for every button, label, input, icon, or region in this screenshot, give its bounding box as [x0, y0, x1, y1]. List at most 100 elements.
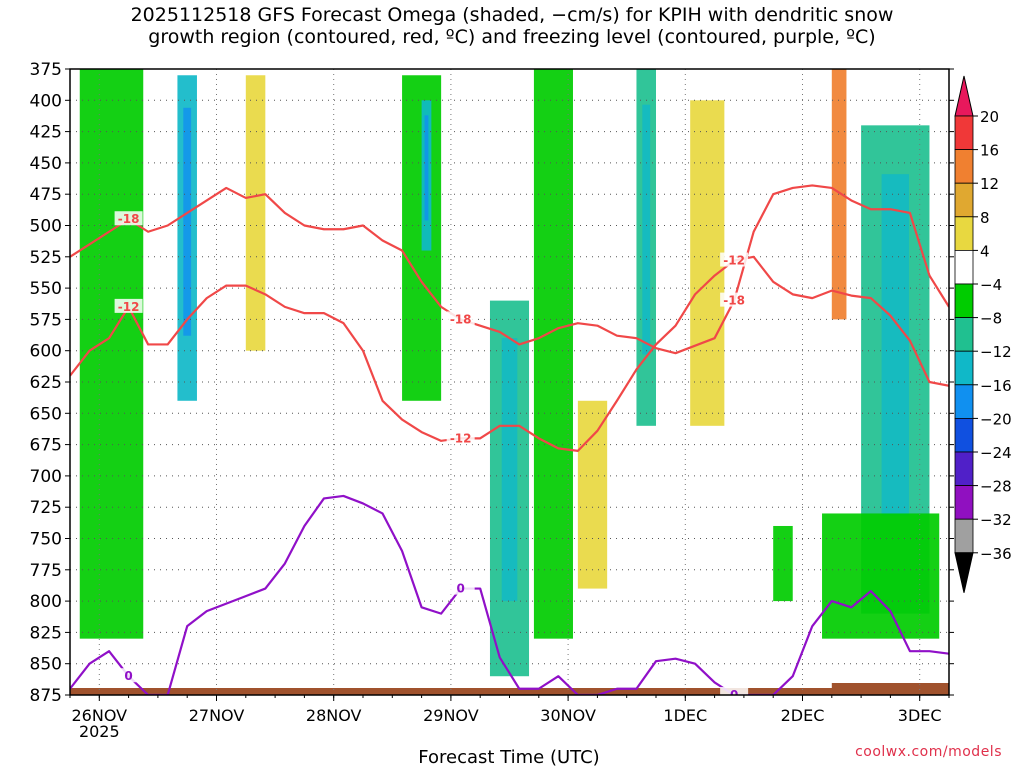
colorbar-swatch-1: [954, 115, 974, 150]
omega-core-4: [424, 115, 429, 221]
contour-purple-0: [70, 494, 949, 695]
colorbar-label: −36: [980, 545, 1012, 563]
y-tick-label: 750: [30, 530, 62, 550]
omega-core-8: [642, 104, 651, 355]
x-tick-label: 27NOV: [189, 706, 245, 725]
colorbar-label: −32: [980, 511, 1012, 529]
omega-shading: [79, 69, 940, 677]
x-axis-label: Forecast Time (UTC): [418, 747, 599, 768]
y-tick-label: 550: [30, 279, 62, 299]
colorbar-label: 12: [980, 175, 999, 193]
colorbar-label: −20: [980, 410, 1012, 428]
colorbar-label: −12: [980, 343, 1012, 361]
y-tick-label: 400: [30, 91, 62, 111]
title-line-2: growth region (contoured, red, ºC) and f…: [148, 26, 876, 48]
x-tick-label: 30NOV: [540, 706, 596, 725]
terrain-layer: [70, 683, 949, 695]
grid-lines: [70, 69, 949, 695]
omega-region-6: [533, 69, 573, 639]
y-tick-label: 675: [30, 436, 62, 456]
y-tick-label: 375: [30, 60, 62, 80]
y-tick-label: 475: [30, 185, 62, 205]
contour-label--18: -18: [723, 294, 745, 308]
contour-label-bg: [720, 292, 749, 307]
y-tick-label: 425: [30, 123, 62, 143]
colorbar-label: 4: [980, 242, 990, 260]
contour-label-bg: [114, 211, 143, 226]
omega-region-10: [773, 525, 793, 602]
y-tick-label: 800: [30, 592, 62, 612]
omega-region-0: [79, 69, 144, 639]
colorbar-swatch-5: [954, 249, 974, 285]
x-sublabel: 2025: [79, 722, 120, 741]
contour-label-0: 0: [730, 688, 738, 702]
omega-region-2: [245, 75, 266, 351]
colorbar-swatch-7: [954, 317, 974, 352]
colorbar-label: −4: [980, 276, 1002, 294]
colorbar-swatch-11: [954, 451, 974, 486]
colorbar-label: 20: [980, 108, 999, 126]
credit-text: coolwx.com/models: [855, 744, 1002, 760]
contour-label-bg: [446, 311, 475, 326]
x-tick-label: 1DEC: [663, 706, 707, 725]
colorbar-swatch-12: [954, 485, 974, 520]
x-tick-label: 3DEC: [898, 706, 942, 725]
y-tick-label: 850: [30, 655, 62, 675]
axes: 375 400 425 450 475 500 525 550 575 600 625 650 675 7…: [30, 60, 954, 741]
y-tick-label: 450: [30, 154, 62, 174]
contour-label--12: -12: [118, 300, 140, 314]
omega-region-13: [822, 513, 940, 639]
ground-terrain: [70, 688, 949, 695]
y-tick-label: 825: [30, 623, 62, 643]
y-tick-label: 600: [30, 342, 62, 362]
colorbar-top-arrow: [954, 75, 974, 117]
contour-label-0: 0: [124, 669, 132, 683]
y-tick-label: 650: [30, 404, 62, 424]
colorbar-label: −24: [980, 444, 1012, 462]
x-tick-label: 29NOV: [423, 706, 479, 725]
x-tick-label: 28NOV: [306, 706, 362, 725]
colorbar-swatch-2: [954, 149, 974, 184]
x-tick-label: 2DEC: [781, 706, 825, 725]
omega-region-11: [831, 69, 847, 320]
colorbar-swatch-6: [954, 283, 974, 318]
chart-title: 2025112518 GFS Forecast Omega (shaded, −…: [0, 4, 1024, 48]
contour-label-bg: [446, 580, 475, 595]
colorbar-label: −16: [980, 377, 1012, 395]
omega-core-1: [183, 107, 192, 336]
y-tick-label: 700: [30, 467, 62, 487]
colorbar-swatch-4: [954, 216, 974, 251]
y-tick-label: 525: [30, 248, 62, 268]
y-tick-label: 500: [30, 217, 62, 237]
contour-label-bg: [720, 252, 749, 267]
colorbar: 20 16 12 8 4 −4 −8 −12 −16 −20 −24 −28 −32 −36: [954, 75, 1012, 593]
contour-label--12: -12: [450, 431, 472, 445]
ground-terrain-rise: [831, 683, 949, 695]
omega-region-7: [577, 400, 608, 589]
colorbar-label: 16: [980, 142, 999, 160]
colorbar-swatch-10: [954, 417, 974, 453]
colorbar-label: −8: [980, 310, 1002, 328]
omega-region-9: [690, 100, 725, 426]
colorbar-swatch-3: [954, 182, 974, 218]
contour-label-0: 0: [456, 582, 464, 596]
y-tick-label: 725: [30, 498, 62, 518]
contour-label-bg: [114, 668, 143, 683]
contour-label-bg: [720, 687, 749, 695]
contour-red--12: [70, 255, 949, 452]
colorbar-label: 8: [980, 209, 990, 227]
colorbar-bottom-arrow: [954, 552, 974, 593]
colorbar-swatch-9: [954, 384, 974, 419]
y-tick-label: 625: [30, 373, 62, 393]
omega-core-12: [881, 174, 909, 516]
contour-red--18: [70, 184, 949, 355]
colorbar-swatch-13: [954, 518, 974, 554]
y-tick-label: 875: [30, 686, 62, 706]
contour-label-bg: [114, 298, 143, 313]
y-tick-label: 575: [30, 310, 62, 330]
colorbar-label: −28: [980, 478, 1012, 496]
contour-label--12: -12: [723, 254, 745, 268]
contour-label-bg: [446, 430, 475, 445]
contour-label--18: -18: [450, 312, 472, 326]
